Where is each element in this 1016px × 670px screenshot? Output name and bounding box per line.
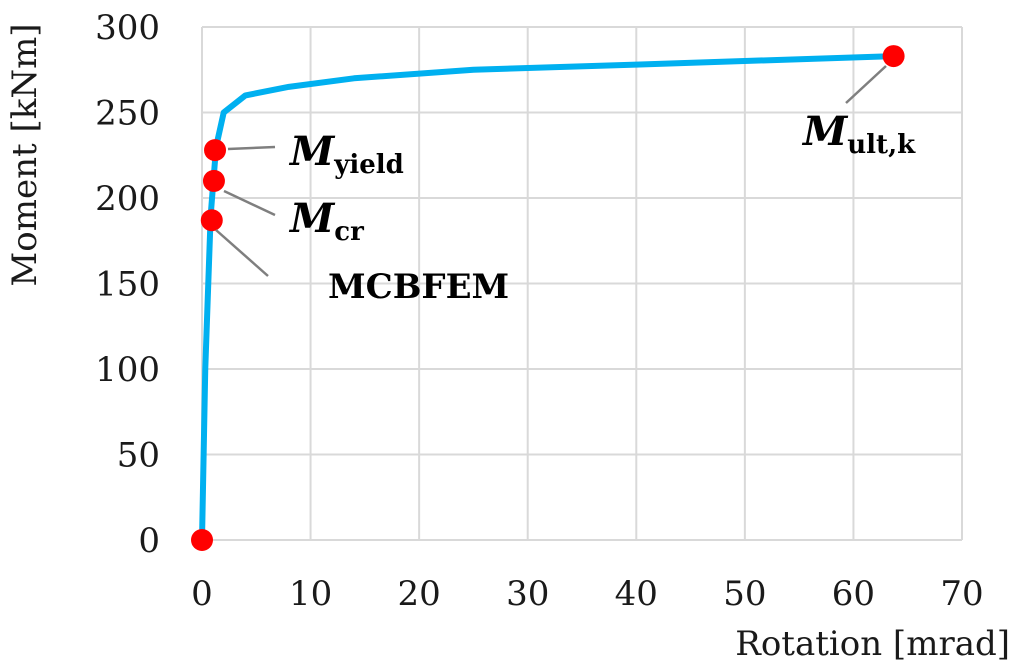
y-tick-label: 200 xyxy=(95,179,160,219)
y-tick-label: 150 xyxy=(95,265,160,305)
annotation-subscript: ult,k xyxy=(847,130,916,160)
annotation-symbol: M xyxy=(288,195,336,242)
x-axis-title: Rotation [mrad] xyxy=(735,624,1010,664)
annotation-label: MCBFEM xyxy=(328,267,509,307)
annotation-label: Myield xyxy=(288,128,404,180)
x-tick-label: 10 xyxy=(289,574,332,614)
x-tick-label: 20 xyxy=(398,574,441,614)
data-series xyxy=(191,45,905,551)
annotation-1: Myield xyxy=(227,128,404,180)
x-tick-label: 0 xyxy=(191,574,213,614)
x-tick-label: 40 xyxy=(615,574,658,614)
y-tick-label: 50 xyxy=(117,436,160,476)
leader-line xyxy=(215,229,269,277)
data-point-marker xyxy=(200,209,223,232)
y-axis-title: Moment [kNm] xyxy=(5,23,45,286)
y-tick-label: 100 xyxy=(95,350,160,390)
leader-line xyxy=(227,145,276,151)
annotation-subscript: yield xyxy=(333,150,404,180)
x-tick-label: 50 xyxy=(723,574,766,614)
y-tick-label: 250 xyxy=(95,94,160,134)
leader-line xyxy=(845,65,887,104)
x-tick-label: 60 xyxy=(832,574,875,614)
annotation-label: Mult,k xyxy=(801,108,916,160)
curve-line xyxy=(199,53,897,543)
annotation-subscript: cr xyxy=(334,217,364,247)
x-tick-label: 30 xyxy=(506,574,549,614)
y-tick-label: 300 xyxy=(95,8,160,48)
grid-lines xyxy=(201,26,963,541)
y-tick-label: 0 xyxy=(138,521,160,561)
data-point-marker xyxy=(191,529,213,551)
annotation-4: Mult,k xyxy=(801,65,916,160)
annotation-symbol: M xyxy=(801,108,849,155)
annotation-3: MCBFEM xyxy=(215,229,509,307)
data-point-marker xyxy=(204,139,227,162)
x-tick-label: 70 xyxy=(940,574,983,614)
leader-line xyxy=(223,189,276,217)
annotation-symbol: M xyxy=(288,128,336,175)
annotation-label: Mcr xyxy=(288,195,364,247)
tick-labels: 0 10 20 30 40 50 60 70 0 50 100 150 200 250 300 xyxy=(95,8,984,614)
data-point-marker xyxy=(882,45,905,68)
annotation-2: Mcr xyxy=(223,189,364,247)
data-point-marker xyxy=(202,169,225,192)
